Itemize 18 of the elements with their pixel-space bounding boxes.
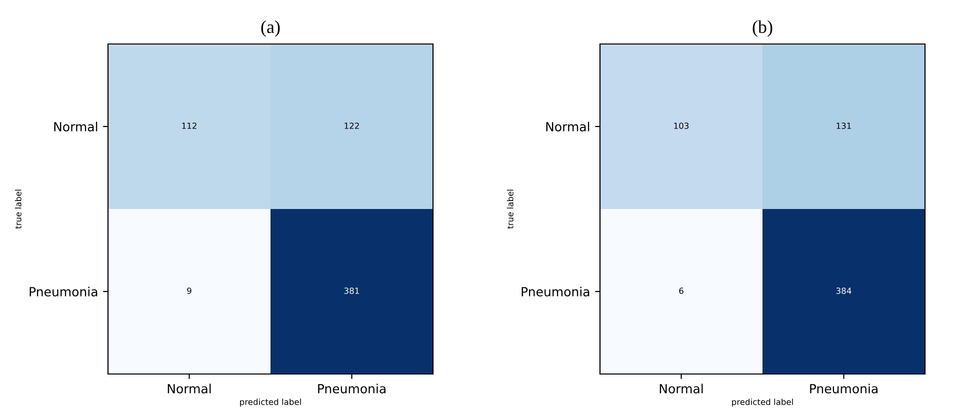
x-tick-label: Normal (168, 384, 211, 394)
chart-title: (a) (261, 20, 280, 37)
data-label: 381 (344, 288, 359, 294)
x-axis-title: predicted label (732, 398, 793, 407)
data-label: 112 (182, 122, 196, 129)
y-axis-title: true label (506, 190, 514, 229)
x-axis-title: predicted label (240, 398, 301, 407)
chart-title: (b) (752, 20, 772, 37)
data-label: 6 (679, 288, 684, 294)
data-label: 384 (836, 288, 852, 294)
x-tick-label: Pneumonia (318, 384, 386, 394)
y-axis-title: true label (14, 190, 22, 229)
data-label: 9 (187, 288, 192, 294)
x-tick-label: Normal (660, 384, 703, 394)
x-tick-label: Pneumonia (810, 384, 878, 394)
data-label: 131 (836, 122, 851, 129)
data-label: 103 (674, 122, 689, 129)
data-label: 122 (344, 122, 359, 129)
